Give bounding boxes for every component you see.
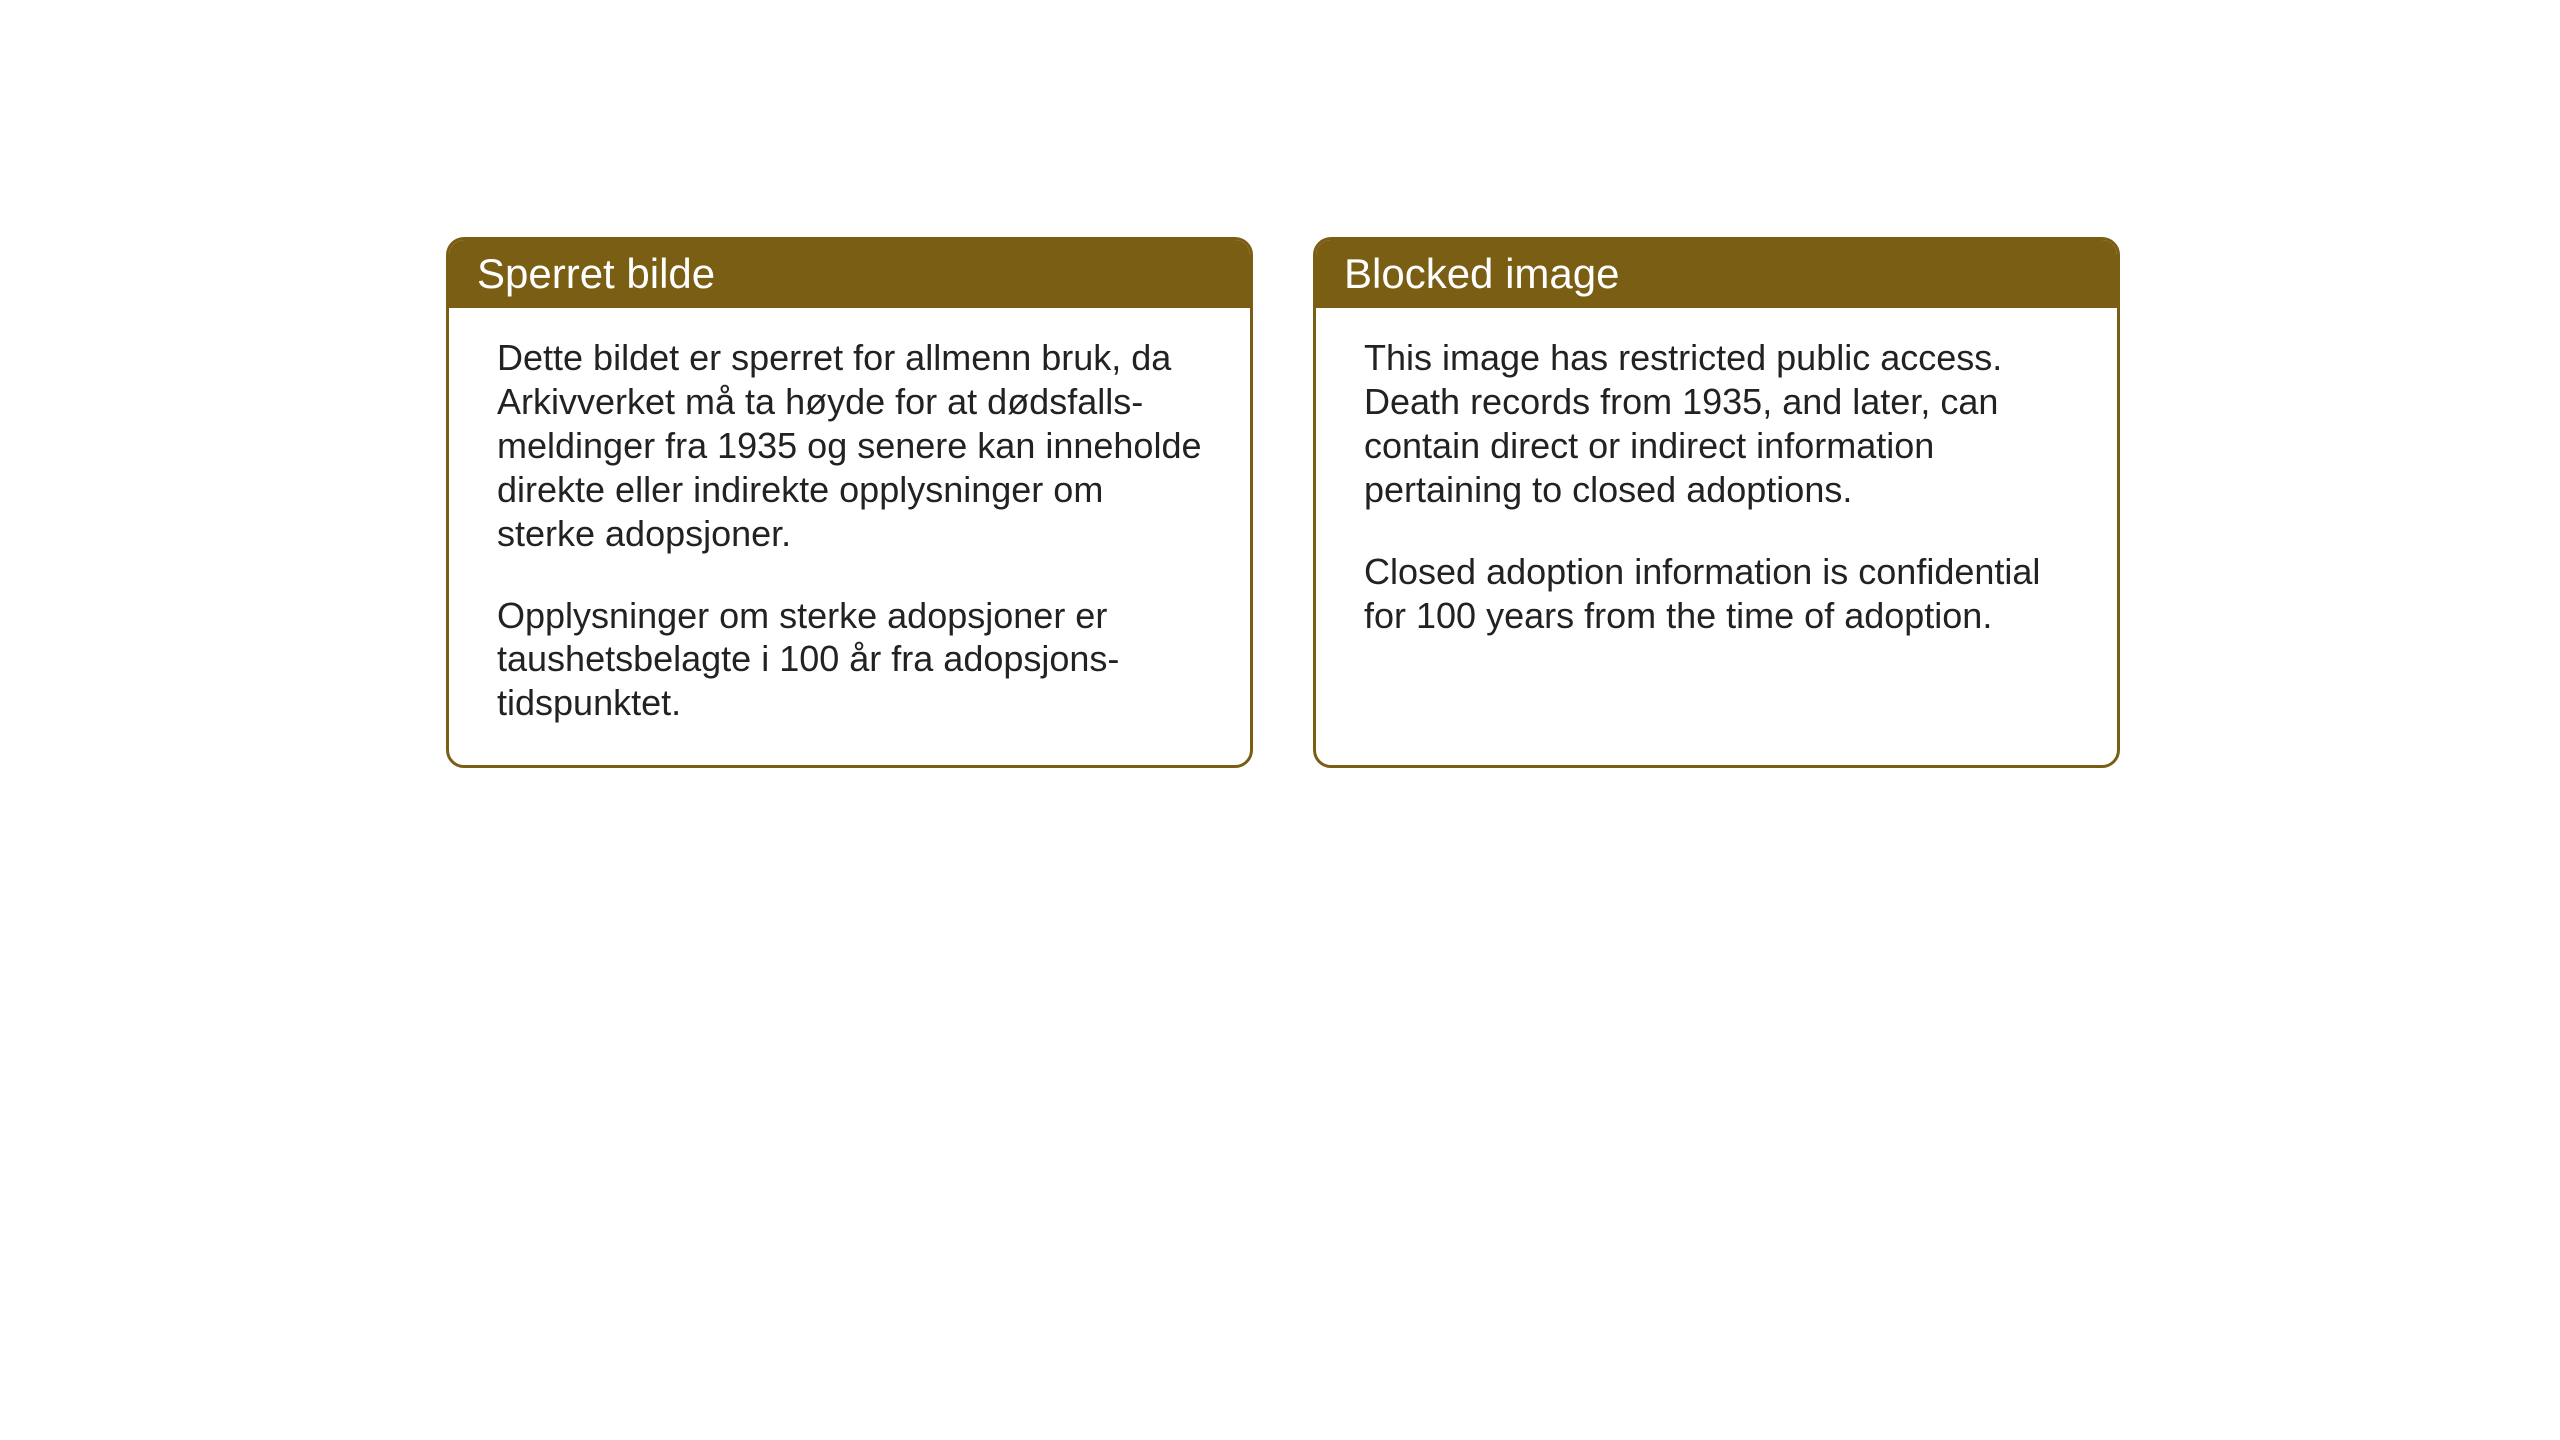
card-paragraph: Opplysninger om sterke adopsjoner er tau… — [497, 594, 1202, 726]
notice-card-norwegian: Sperret bilde Dette bildet er sperret fo… — [446, 237, 1253, 768]
card-header: Sperret bilde — [449, 240, 1250, 308]
card-title: Sperret bilde — [477, 250, 715, 297]
card-body: This image has restricted public access.… — [1316, 308, 2117, 748]
notice-container: Sperret bilde Dette bildet er sperret fo… — [446, 237, 2120, 768]
card-title: Blocked image — [1344, 250, 1619, 297]
notice-card-english: Blocked image This image has restricted … — [1313, 237, 2120, 768]
card-body: Dette bildet er sperret for allmenn bruk… — [449, 308, 1250, 765]
card-paragraph: This image has restricted public access.… — [1364, 336, 2069, 512]
card-header: Blocked image — [1316, 240, 2117, 308]
card-paragraph: Dette bildet er sperret for allmenn bruk… — [497, 336, 1202, 556]
card-paragraph: Closed adoption information is confident… — [1364, 550, 2069, 638]
